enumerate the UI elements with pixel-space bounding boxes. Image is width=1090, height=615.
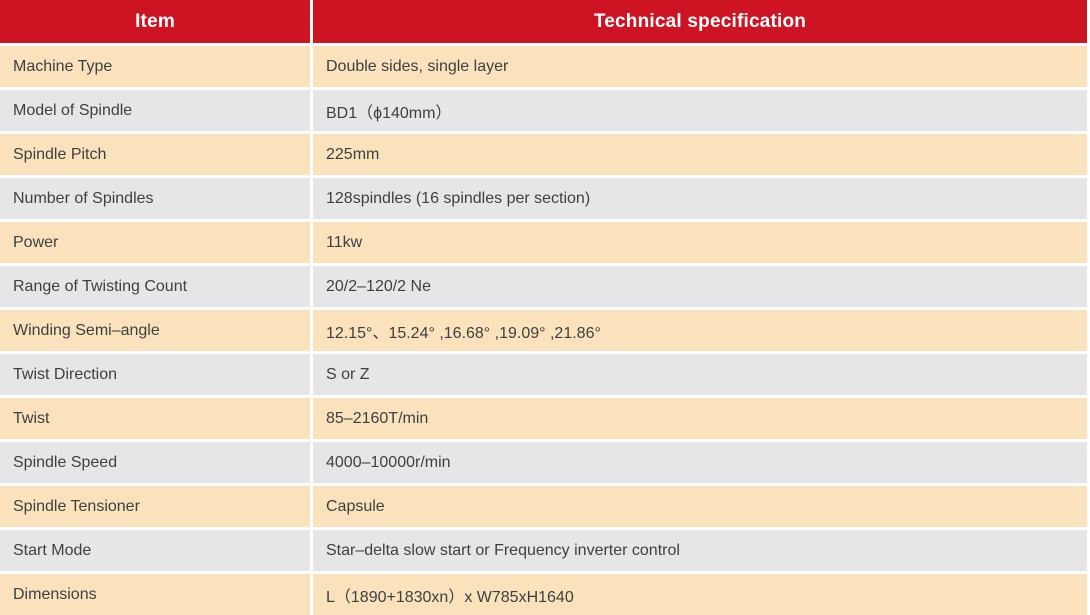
spec-row-item-cell: Start Mode — [0, 530, 310, 571]
spec-row-item-cell: Range of Twisting Count — [0, 266, 310, 307]
spec-row-item-cell: Spindle Pitch — [0, 134, 310, 175]
spec-row-value-cell: Double sides, single layer — [313, 46, 1087, 87]
spec-row-value-cell: S or Z — [313, 354, 1087, 395]
spec-row-value-cell: 225mm — [313, 134, 1087, 175]
item-column-header: Item — [0, 0, 310, 43]
spec-row-item-cell: Machine Type — [0, 46, 310, 87]
spec-row-item-cell: Power — [0, 222, 310, 263]
spec-row-item-cell: Spindle Tensioner — [0, 486, 310, 527]
spec-row-item-cell: Twist — [0, 398, 310, 439]
spec-row-value-cell: Capsule — [313, 486, 1087, 527]
spec-row-value-cell: Star–delta slow start or Frequency inver… — [313, 530, 1087, 571]
spec-row-item-cell: Winding Semi–angle — [0, 310, 310, 351]
spec-row-item-cell: Twist Direction — [0, 354, 310, 395]
spec-row-value-cell: 85–2160T/min — [313, 398, 1087, 439]
spec-row-value-cell: 128spindles (16 spindles per section) — [313, 178, 1087, 219]
spec-row-item-cell: Number of Spindles — [0, 178, 310, 219]
spec-row-value-cell: 4000–10000r/min — [313, 442, 1087, 483]
spec-row-item-cell: Spindle Speed — [0, 442, 310, 483]
spec-row-item-cell: Dimensions — [0, 574, 310, 615]
spec-row-value-cell: L（1890+1830xn）x W785xH1640 — [313, 574, 1087, 615]
spec-row-item-cell: Model of Spindle — [0, 90, 310, 131]
spec-row-value-cell: 11kw — [313, 222, 1087, 263]
technical-specification-column-header: Technical specification — [313, 0, 1087, 43]
spec-row-value-cell: BD1（ϕ140mm） — [313, 90, 1087, 131]
spec-row-value-cell: 12.15°、15.24° ,16.68° ,19.09° ,21.86° — [313, 310, 1087, 351]
spec-row-value-cell: 20/2–120/2 Ne — [313, 266, 1087, 307]
